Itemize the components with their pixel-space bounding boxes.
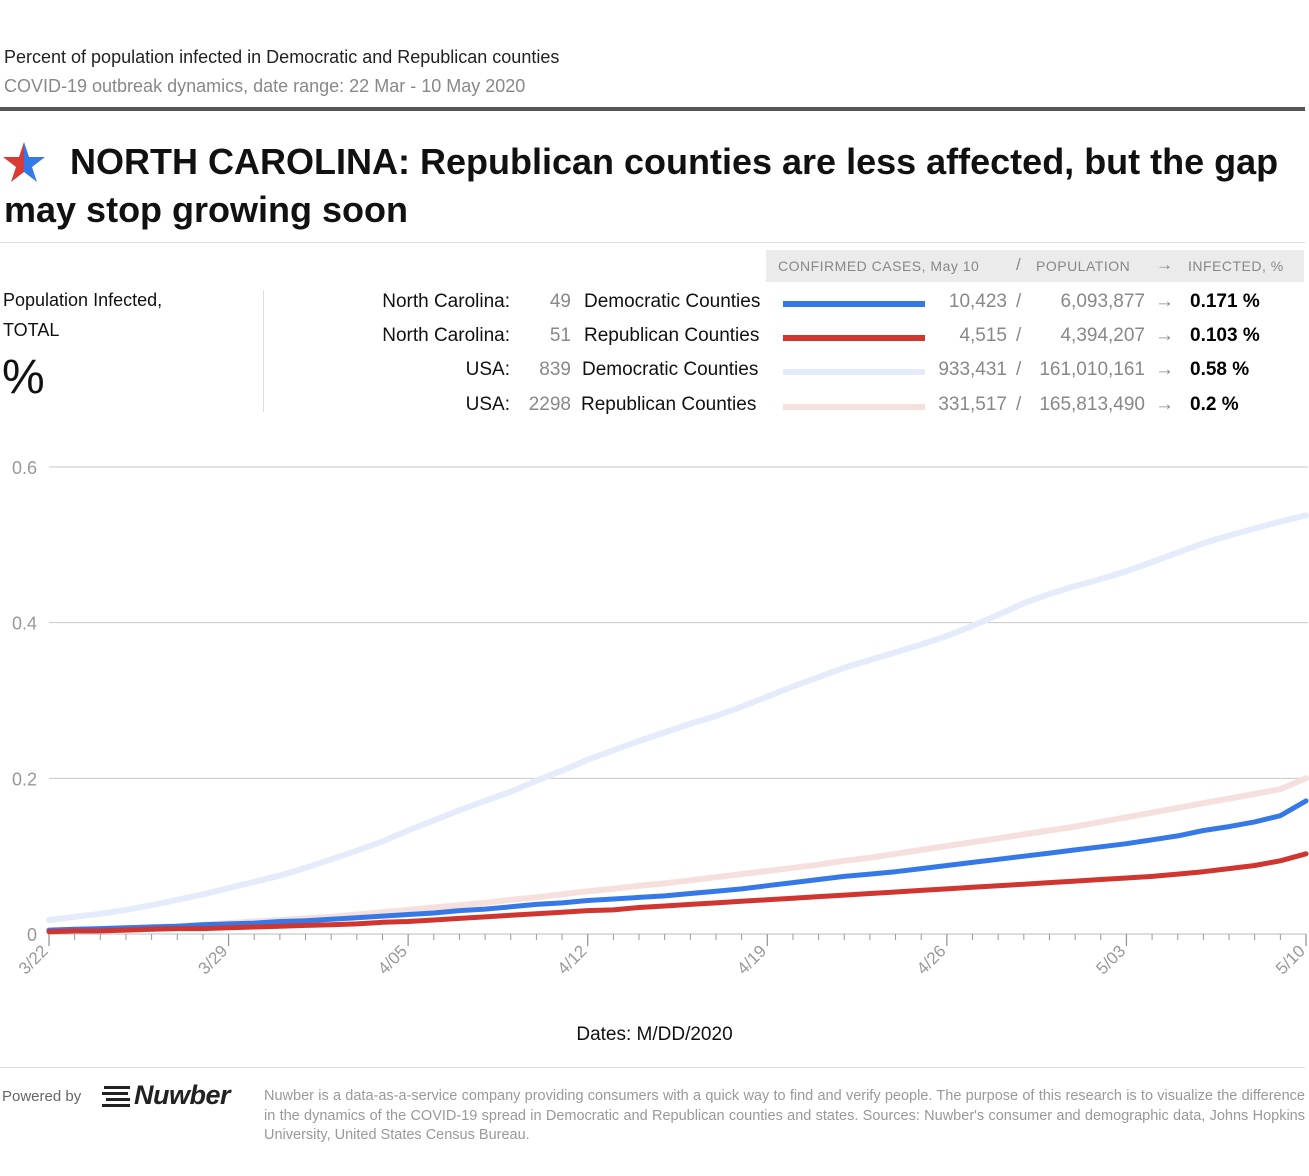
- y-tick-label: 0.4: [12, 614, 37, 634]
- y-tick-label: 0.6: [12, 458, 37, 478]
- nuwber-logo: Nuwber: [134, 1080, 231, 1110]
- series-line: [46, 851, 1309, 935]
- date-range: COVID-19 outbreak dynamics, date range: …: [4, 76, 526, 96]
- legend-header-cases: CONFIRMED CASES, May 10: [778, 258, 980, 274]
- legend-slash: /: [1016, 394, 1022, 415]
- legend-cases: 933,431: [938, 359, 1007, 380]
- chart-subtitle: Percent of population infected in Democr…: [4, 47, 560, 67]
- legend-header-separator: /: [1016, 255, 1022, 274]
- series-line: [46, 775, 1309, 934]
- star-icon-left-half: [3, 142, 24, 182]
- star-icon: [3, 142, 45, 182]
- legend-header-arrow: →: [1156, 255, 1174, 274]
- x-tick-label: 3/29: [195, 941, 232, 978]
- legend-slash: /: [1016, 325, 1022, 346]
- x-tick-label: 3/22: [15, 941, 52, 978]
- x-axis-title: Dates: M/DD/2020: [576, 1024, 733, 1045]
- total-label: Population Infected,: [3, 290, 163, 310]
- legend-infected: 0.103 %: [1190, 325, 1260, 346]
- legend-cases: 4,515: [959, 325, 1007, 346]
- legend-arrow: →: [1155, 394, 1174, 415]
- legend-slash: /: [1016, 291, 1022, 312]
- legend-population: 165,813,490: [1039, 394, 1145, 415]
- x-tick-label: 4/05: [374, 941, 411, 978]
- legend-row: USA: 2298 Republican Counties 331,517 / …: [0, 392, 1309, 422]
- legend-group: Republican Counties: [584, 325, 760, 346]
- x-tick-label: 5/10: [1272, 941, 1309, 978]
- headline-divider: [0, 242, 1305, 243]
- legend-swatch: [783, 404, 925, 410]
- legend-arrow: →: [1155, 325, 1174, 346]
- legend-infected: 0.2 %: [1190, 394, 1239, 415]
- legend-row: North Carolina: 49 Democratic Counties 1…: [0, 289, 1309, 319]
- legend-arrow: →: [1155, 359, 1174, 380]
- series-line: [46, 512, 1309, 923]
- legend-cases: 10,423: [948, 291, 1007, 312]
- legend-infected: 0.58 %: [1190, 359, 1250, 380]
- total-unit: %: [2, 351, 45, 404]
- star-icon-right-half: [24, 142, 45, 182]
- y-tick-label: 0: [27, 925, 37, 945]
- legend-region: North Carolina:: [382, 325, 510, 346]
- x-tick-label: 4/19: [733, 941, 770, 978]
- legend-population: 6,093,877: [1060, 291, 1145, 312]
- header-divider: [0, 107, 1305, 111]
- legend-row: North Carolina: 51 Republican Counties 4…: [0, 323, 1309, 353]
- powered-by-label: Powered by: [2, 1088, 82, 1105]
- legend-population: 161,010,161: [1039, 359, 1145, 380]
- legend-slash: /: [1016, 359, 1022, 380]
- legend-arrow: →: [1155, 291, 1174, 312]
- x-tick-label: 5/03: [1092, 941, 1129, 978]
- legend-infected: 0.171 %: [1190, 291, 1260, 312]
- disclaimer-text: Nuwber is a data-as-a-service company pr…: [264, 1088, 1305, 1143]
- legend-swatch: [783, 301, 925, 307]
- footer-divider: [0, 1067, 1305, 1068]
- legend-population: 4,394,207: [1060, 325, 1145, 346]
- headline: NORTH CAROLINA: Republican counties are …: [4, 141, 1279, 230]
- legend-row: USA: 839 Democratic Counties 933,431 / 1…: [0, 357, 1309, 387]
- legend-swatch: [783, 369, 925, 375]
- legend-group: Democratic Counties: [582, 359, 759, 380]
- legend-county-count: 51: [549, 325, 571, 346]
- legend-group: Democratic Counties: [584, 291, 761, 312]
- series-line: [46, 798, 1309, 933]
- legend-header: CONFIRMED CASES, May 10 / POPULATION → I…: [766, 250, 1304, 282]
- legend-group: Republican Counties: [581, 394, 757, 415]
- legend-region: North Carolina:: [382, 291, 510, 312]
- line-chart: 0 0.2 0.4 0.6 3/22 3/29 4/05 4/12 4/19 4/26 5/03 5/…: [12, 458, 1309, 978]
- nuwber-logo-icon: [102, 1086, 130, 1107]
- legend-divider: [263, 290, 264, 412]
- legend-county-count: 49: [549, 291, 571, 312]
- legend-header-infected: INFECTED, %: [1188, 258, 1284, 274]
- legend-county-count: 839: [539, 359, 571, 380]
- legend-swatch: [783, 335, 925, 341]
- legend-region: USA:: [465, 359, 510, 380]
- legend-region: USA:: [465, 394, 510, 415]
- legend-county-count: 2298: [528, 394, 571, 415]
- total-label-sub: TOTAL: [3, 320, 60, 340]
- x-tick-label: 4/12: [554, 941, 591, 978]
- x-tick-label: 4/26: [913, 941, 950, 978]
- y-tick-label: 0.2: [12, 769, 37, 789]
- legend-cases: 331,517: [938, 394, 1007, 415]
- legend-header-population: POPULATION: [1036, 258, 1131, 274]
